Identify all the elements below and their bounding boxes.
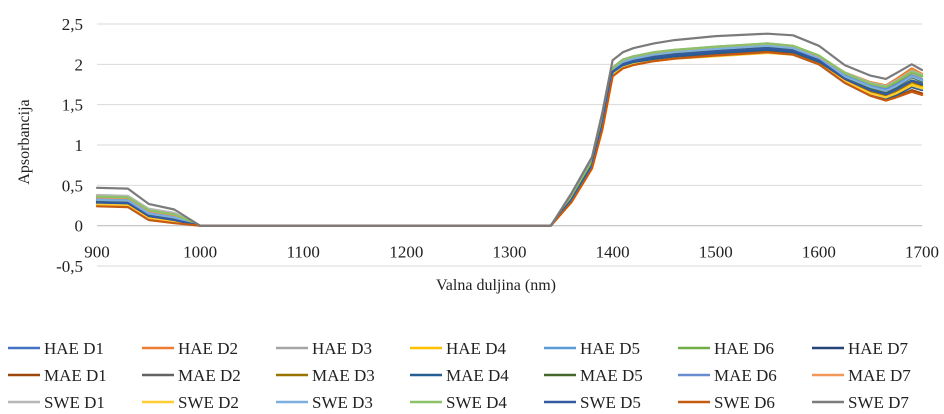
series-line	[95, 43, 924, 227]
legend-item: HAE D1	[8, 339, 104, 358]
y-tick-label: 0,5	[62, 176, 83, 195]
series-line	[95, 45, 924, 227]
series-line	[95, 48, 924, 227]
legend: HAE D1 HAE D2 HAE D3 HAE D4 HAE D5 HAE D6 HAE …	[8, 339, 911, 412]
legend-item: MAE D2	[142, 366, 241, 385]
legend-item: MAE D4	[410, 366, 509, 385]
legend-label: SWE D3	[312, 393, 373, 412]
x-tick-label: 1200	[389, 243, 423, 262]
legend-item: SWE D2	[142, 393, 239, 412]
series-line	[95, 42, 924, 227]
series-line	[95, 46, 924, 227]
y-tick-label: 0	[75, 217, 84, 236]
series-line	[95, 46, 924, 227]
y-tick-label: -0,5	[56, 257, 83, 276]
legend-label: HAE D7	[848, 339, 908, 358]
y-tick-label: 1,5	[62, 96, 83, 115]
series-line	[95, 42, 924, 227]
x-tick-label: 1600	[802, 243, 836, 262]
series-line	[95, 47, 924, 227]
legend-label: HAE D1	[44, 339, 104, 358]
series-line	[95, 43, 924, 227]
legend-label: HAE D6	[714, 339, 774, 358]
x-axis-title: Valna duljina (nm)	[436, 277, 556, 294]
series-line	[95, 32, 924, 227]
x-tick-label: 1000	[183, 243, 217, 262]
legend-label: SWE D1	[44, 393, 105, 412]
legend-item: SWE D6	[678, 393, 775, 412]
x-tick-label: 1500	[699, 243, 733, 262]
legend-item: HAE D3	[276, 339, 372, 358]
legend-item: MAE D7	[812, 366, 911, 385]
legend-label: MAE D1	[44, 366, 107, 385]
legend-item: SWE D5	[544, 393, 641, 412]
series-line	[95, 45, 924, 227]
series-line	[95, 47, 924, 227]
series-line	[95, 50, 924, 227]
legend-item: MAE D1	[8, 366, 107, 385]
legend-item: HAE D5	[544, 339, 640, 358]
y-tick-label: 1	[75, 136, 84, 155]
series-line	[95, 50, 924, 227]
legend-item: SWE D7	[812, 393, 909, 412]
legend-label: SWE D6	[714, 393, 775, 412]
x-tick-label: 900	[84, 243, 110, 262]
legend-label: HAE D5	[580, 339, 640, 358]
legend-label: MAE D2	[178, 366, 241, 385]
y-tick-labels: -0,5 0 0,5 1 1,5 2 2,5	[56, 15, 83, 276]
legend-label: MAE D6	[714, 366, 777, 385]
legend-item: HAE D6	[678, 339, 774, 358]
legend-item: SWE D1	[8, 393, 105, 412]
legend-item: HAE D7	[812, 339, 908, 358]
series-line	[95, 51, 924, 227]
grid-lines	[97, 23, 922, 267]
series-line	[95, 43, 924, 227]
plot-area	[95, 32, 924, 227]
x-tick-label: 1700	[905, 243, 939, 262]
series-line	[95, 47, 924, 227]
legend-item: HAE D2	[142, 339, 238, 358]
legend-item: MAE D5	[544, 366, 643, 385]
legend-item: MAE D6	[678, 366, 777, 385]
legend-label: MAE D7	[848, 366, 911, 385]
legend-label: MAE D4	[446, 366, 509, 385]
series-line	[95, 51, 924, 227]
legend-label: HAE D4	[446, 339, 506, 358]
legend-label: MAE D3	[312, 366, 375, 385]
x-tick-label: 1100	[287, 243, 320, 262]
legend-item: SWE D3	[276, 393, 373, 412]
x-tick-label: 1400	[596, 243, 630, 262]
x-tick-labels: 900 1000 1100 1200 1300 1400 1500 1600 1700	[84, 243, 939, 262]
legend-label: SWE D5	[580, 393, 641, 412]
legend-label: SWE D2	[178, 393, 239, 412]
y-tick-label: 2	[75, 55, 84, 74]
series-line	[95, 44, 924, 227]
y-axis-title: Apsorbancija	[16, 99, 33, 184]
legend-label: SWE D4	[446, 393, 507, 412]
legend-item: SWE D4	[410, 393, 507, 412]
y-tick-label: 2,5	[62, 15, 83, 34]
legend-label: SWE D7	[848, 393, 909, 412]
x-tick-label: 1300	[493, 243, 527, 262]
legend-label: MAE D5	[580, 366, 643, 385]
series-line	[95, 47, 924, 227]
series-line	[95, 44, 924, 227]
legend-label: HAE D2	[178, 339, 238, 358]
legend-label: HAE D3	[312, 339, 372, 358]
legend-item: MAE D3	[276, 366, 375, 385]
legend-item: HAE D4	[410, 339, 506, 358]
